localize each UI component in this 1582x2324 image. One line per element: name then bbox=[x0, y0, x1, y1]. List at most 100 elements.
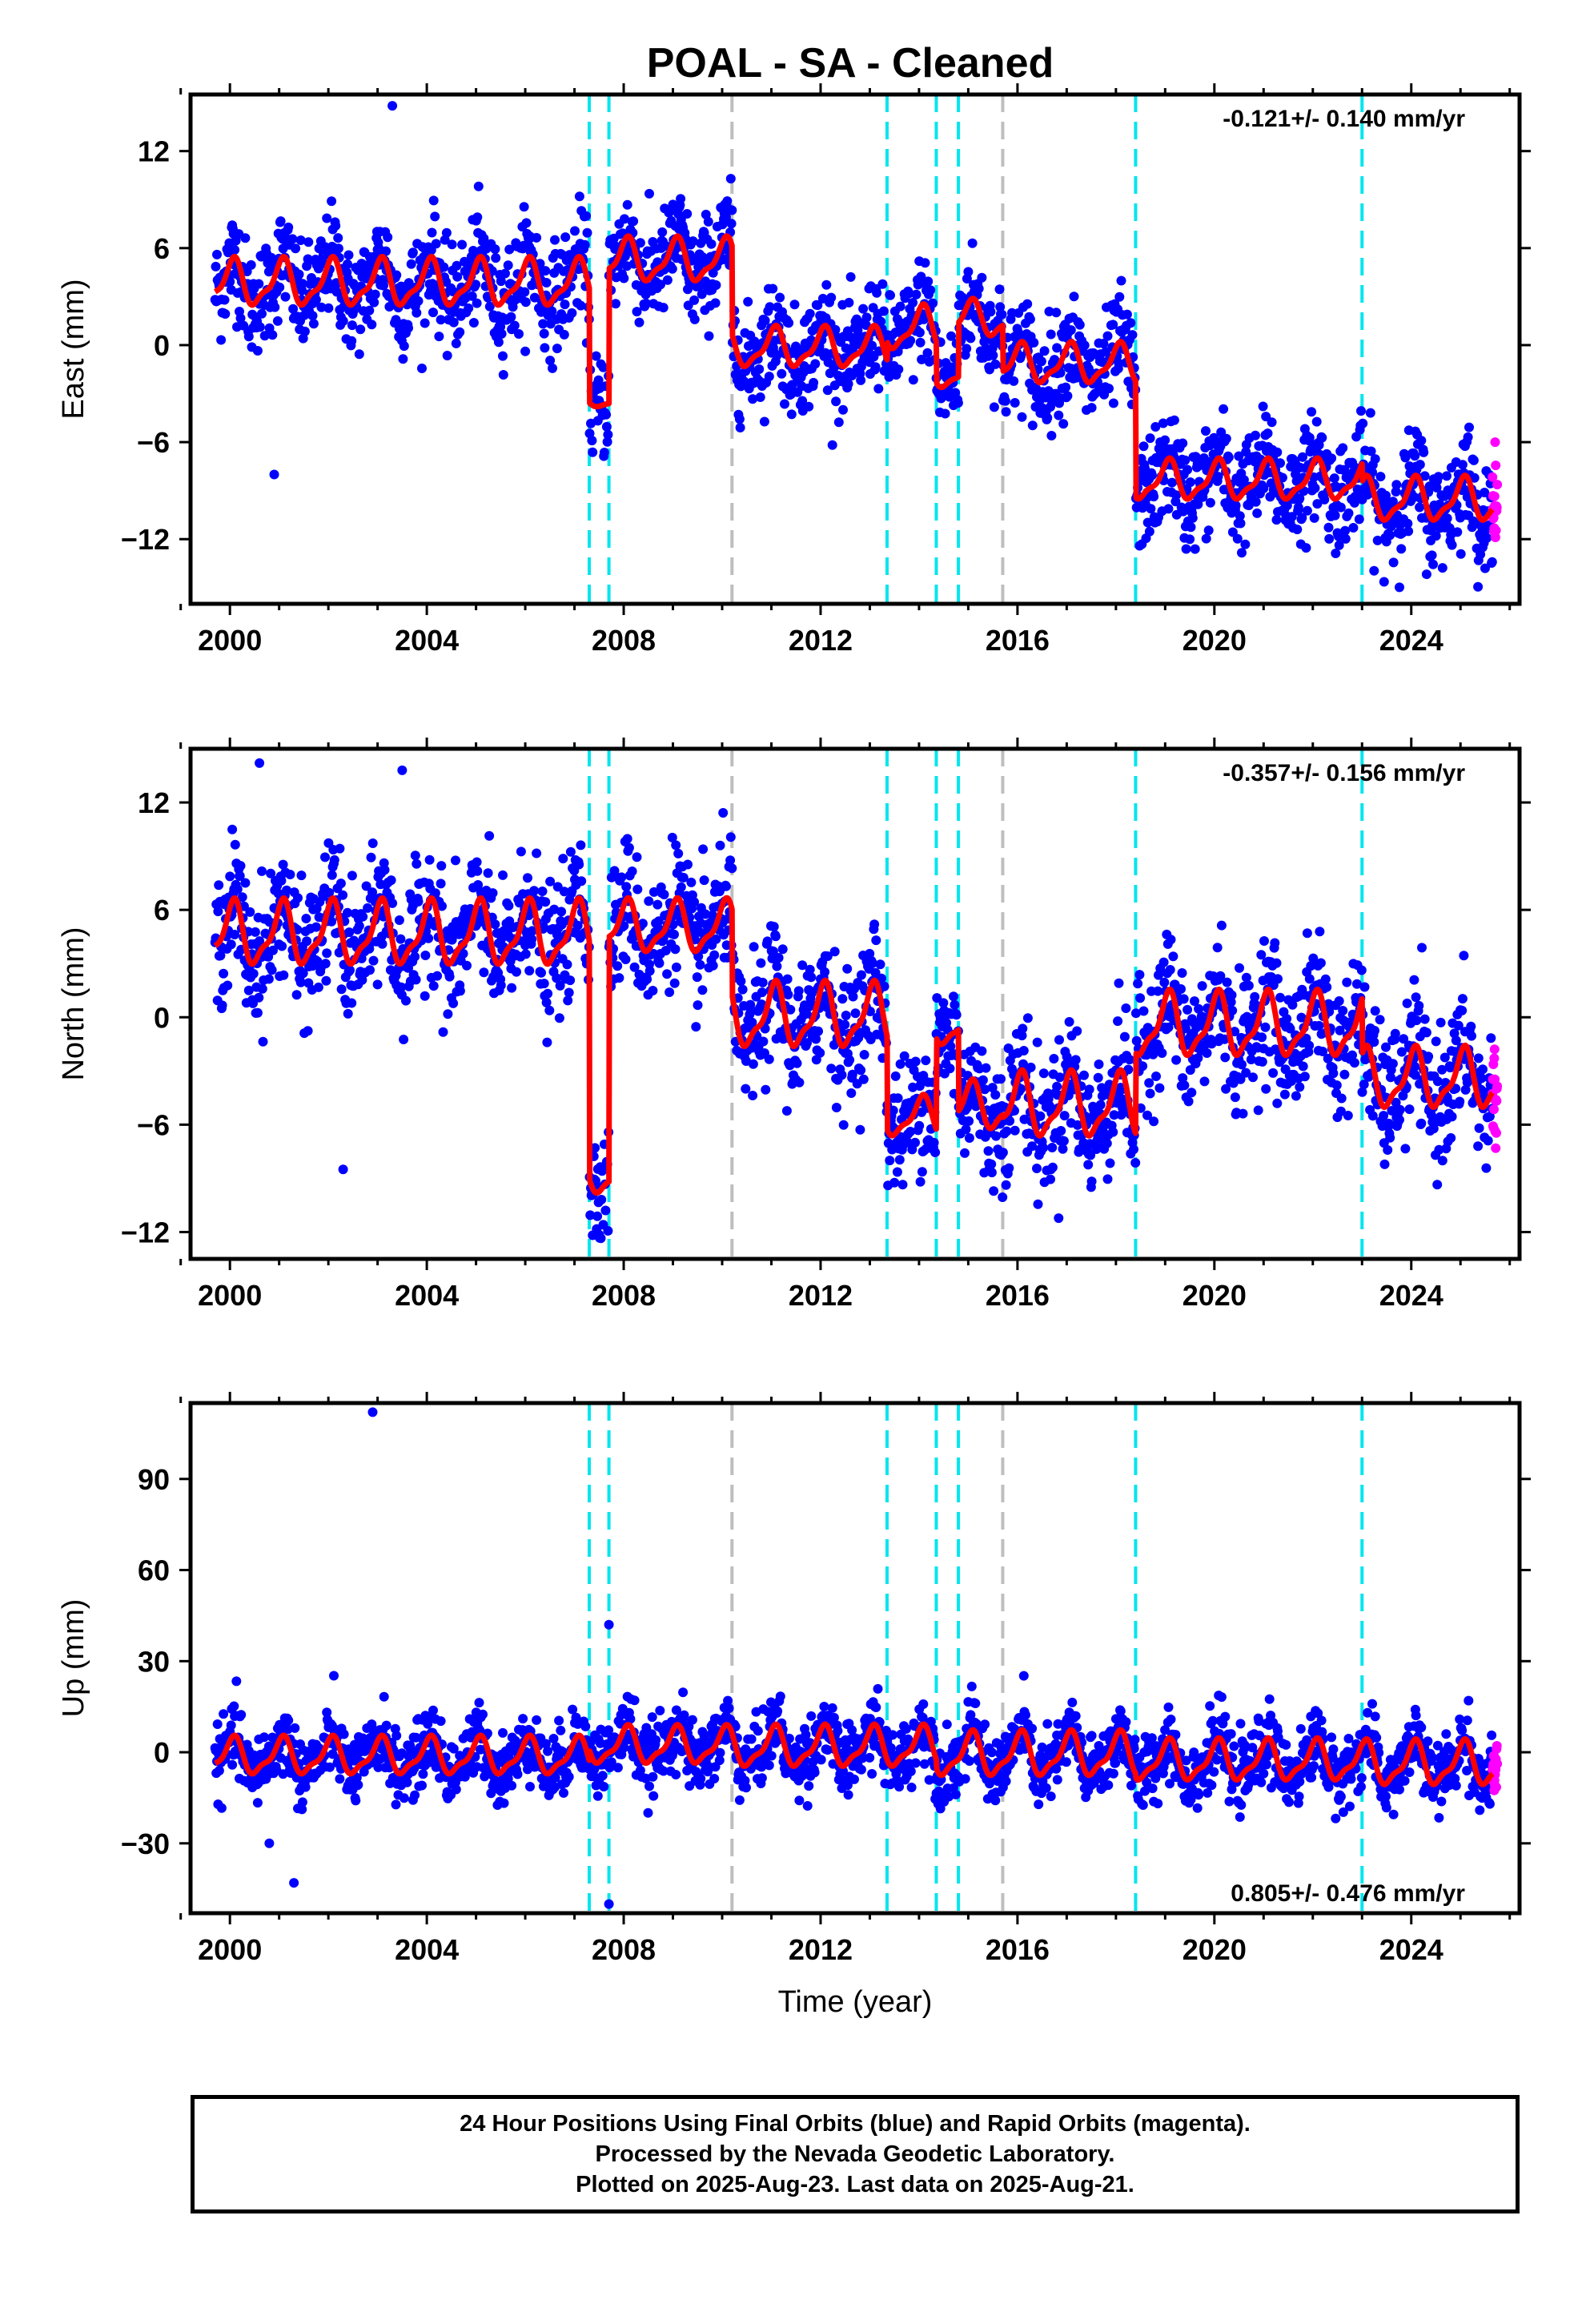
data-point bbox=[394, 915, 404, 925]
data-point bbox=[910, 1056, 921, 1067]
data-point bbox=[838, 1120, 849, 1130]
data-point bbox=[1220, 1052, 1231, 1063]
data-point bbox=[757, 987, 767, 998]
data-point bbox=[391, 1731, 402, 1741]
data-point bbox=[216, 335, 227, 345]
data-points bbox=[210, 758, 1503, 1244]
data-point bbox=[977, 1046, 987, 1056]
data-point bbox=[1180, 455, 1191, 465]
data-point bbox=[1258, 401, 1268, 412]
data-point bbox=[275, 282, 285, 292]
data-point bbox=[472, 212, 483, 223]
data-point bbox=[1261, 1084, 1271, 1094]
data-point bbox=[1379, 1159, 1390, 1169]
data-point bbox=[211, 261, 221, 271]
data-point bbox=[509, 320, 520, 331]
data-point bbox=[600, 1205, 611, 1216]
data-point bbox=[1455, 1096, 1465, 1107]
data-point bbox=[1400, 1144, 1411, 1154]
data-point bbox=[1145, 1088, 1155, 1099]
data-point bbox=[1227, 990, 1237, 1000]
data-point bbox=[291, 243, 301, 254]
data-point bbox=[490, 919, 500, 930]
data-point bbox=[1253, 1105, 1263, 1116]
data-point bbox=[212, 1719, 223, 1729]
data-point bbox=[402, 1777, 412, 1787]
data-point bbox=[670, 944, 681, 955]
data-point bbox=[1416, 436, 1427, 446]
data-point bbox=[246, 259, 256, 270]
data-point bbox=[1314, 1020, 1324, 1031]
data-point bbox=[815, 1047, 825, 1058]
data-point bbox=[498, 870, 508, 880]
data-point bbox=[428, 981, 439, 991]
data-point bbox=[1054, 1213, 1064, 1224]
data-point bbox=[1042, 412, 1053, 423]
data-point bbox=[411, 975, 421, 985]
data-point bbox=[1335, 502, 1346, 513]
data-point bbox=[977, 272, 987, 283]
data-point bbox=[279, 970, 289, 980]
data-point bbox=[1027, 420, 1038, 431]
data-point bbox=[1009, 376, 1019, 386]
data-point bbox=[1473, 1053, 1484, 1063]
data-point bbox=[1302, 505, 1312, 516]
data-point bbox=[1240, 539, 1251, 549]
data-point bbox=[560, 232, 571, 243]
data-point bbox=[1046, 329, 1056, 340]
data-point bbox=[620, 214, 629, 224]
data-point bbox=[761, 1084, 771, 1095]
data-point bbox=[1159, 977, 1170, 987]
data-point bbox=[496, 276, 506, 287]
data-point bbox=[1114, 292, 1125, 302]
data-point bbox=[336, 984, 347, 995]
data-point bbox=[1064, 1017, 1074, 1027]
data-point bbox=[1338, 443, 1348, 453]
data-point bbox=[581, 211, 592, 221]
rapid-point bbox=[1489, 1104, 1499, 1115]
data-point bbox=[558, 854, 568, 864]
data-point bbox=[1358, 418, 1368, 428]
data-point bbox=[622, 199, 632, 210]
data-point bbox=[1086, 403, 1097, 413]
data-point bbox=[1317, 432, 1327, 443]
data-point bbox=[335, 843, 345, 854]
data-point bbox=[1390, 1028, 1400, 1039]
data-point bbox=[644, 896, 654, 907]
data-point bbox=[283, 222, 294, 232]
data-point bbox=[1456, 549, 1466, 559]
data-point bbox=[226, 1720, 236, 1731]
data-point bbox=[1205, 497, 1215, 508]
data-point bbox=[230, 839, 240, 850]
data-point bbox=[921, 1055, 931, 1066]
data-point bbox=[821, 279, 832, 290]
data-point bbox=[601, 409, 612, 420]
data-point bbox=[1457, 460, 1468, 470]
data-point bbox=[1084, 1084, 1094, 1095]
data-point bbox=[339, 1729, 349, 1739]
data-point bbox=[915, 1176, 926, 1187]
data-point bbox=[695, 959, 705, 970]
data-point bbox=[978, 1075, 988, 1085]
data-point bbox=[367, 320, 377, 330]
data-point bbox=[576, 300, 586, 311]
data-point bbox=[479, 233, 489, 243]
data-point bbox=[1146, 504, 1156, 514]
outlier-point bbox=[269, 469, 279, 480]
data-point bbox=[967, 238, 978, 248]
data-point bbox=[1259, 936, 1269, 946]
data-point bbox=[368, 955, 379, 966]
data-point bbox=[1222, 977, 1232, 987]
data-point bbox=[1201, 533, 1211, 544]
y-axis-label: North (mm) bbox=[57, 927, 90, 1080]
data-point bbox=[297, 279, 307, 289]
data-point bbox=[1182, 464, 1193, 475]
data-point bbox=[1328, 1068, 1339, 1079]
data-point bbox=[391, 1799, 401, 1810]
data-point bbox=[576, 840, 586, 850]
data-point bbox=[1119, 1031, 1130, 1042]
data-point bbox=[689, 295, 700, 305]
data-point bbox=[1138, 1061, 1148, 1072]
data-point bbox=[351, 1795, 361, 1806]
